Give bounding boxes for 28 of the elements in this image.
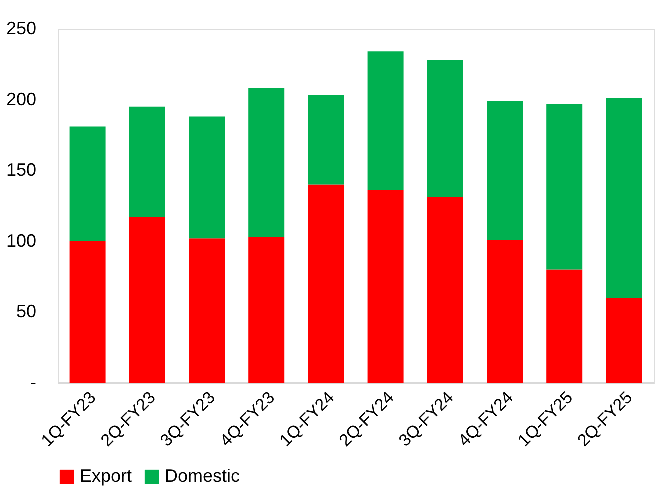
bar [308,96,344,185]
bar [189,116,225,239]
bar [70,126,106,242]
bar [487,101,523,240]
bar [248,237,285,383]
legend-label: Export [80,466,132,486]
bar [129,217,166,383]
y-tick-label: 50 [16,302,36,322]
bar [248,88,285,238]
bar [129,106,166,218]
y-tick-label: 100 [6,230,36,251]
y-tick-label: 250 [6,18,36,38]
bar [189,238,225,383]
bar [308,184,344,383]
bar [487,240,523,383]
y-tick-label: 150 [6,160,36,180]
bar [70,241,106,383]
bar [546,270,583,383]
legend-label: Domestic [165,466,240,486]
y-tick-label: - [30,372,36,392]
bar [427,198,464,383]
bar [546,104,583,270]
bar [606,298,642,383]
bar [368,190,404,383]
bar [606,98,642,298]
y-tick-label: 200 [6,89,36,110]
bar [368,52,404,190]
bar [427,60,464,198]
